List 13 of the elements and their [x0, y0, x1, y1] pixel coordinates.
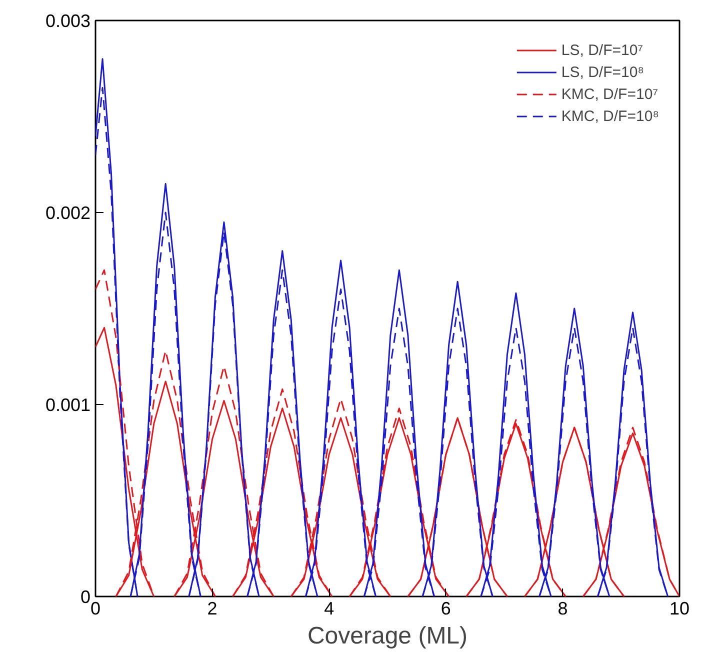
y-tick-label: 0.003: [45, 11, 91, 31]
x-tick-label: 8: [558, 598, 568, 618]
legend-label: KMC, D/F=10⁷: [561, 86, 658, 102]
legend-label: LS, D/F=10⁸: [561, 64, 644, 80]
legend-label: KMC, D/F=10⁸: [561, 108, 659, 124]
y-tick-label: 0.001: [45, 395, 91, 415]
y-tick-label: 0.002: [45, 203, 91, 223]
x-tick-label: 10: [669, 598, 690, 618]
x-axis-title: Coverage (ML): [307, 622, 468, 650]
x-tick-label: 6: [440, 598, 451, 618]
x-tick-label: 2: [207, 598, 218, 618]
x-tick-label: 4: [324, 598, 334, 618]
legend-label: LS, D/F=10⁷: [561, 42, 644, 58]
